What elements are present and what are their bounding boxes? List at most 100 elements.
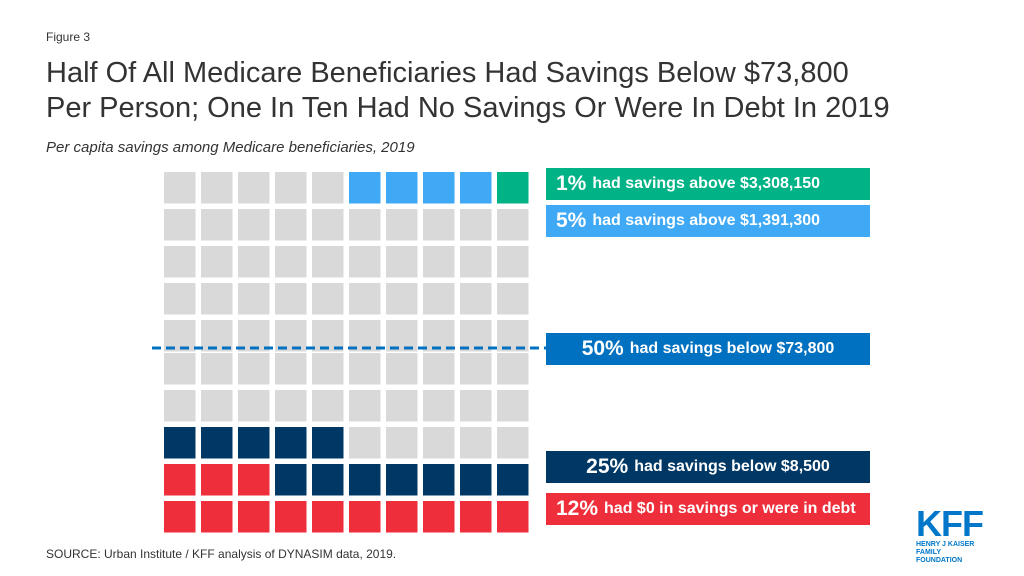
label-top-5pct-text: had savings above $1,391,300 [592, 212, 821, 229]
label-bottom-12pct-text: had $0 in savings or were in debt [604, 500, 856, 517]
waffle-cell-r6-c8 [423, 353, 455, 385]
waffle-cell-r9-c3 [238, 464, 270, 496]
waffle-cell-r6-c9 [460, 353, 492, 385]
waffle-cell-r5-c5 [312, 320, 344, 352]
waffle-cell-r2-c8 [423, 209, 455, 241]
waffle-cell-r7-c4 [275, 390, 307, 422]
waffle-cell-r7-c2 [201, 390, 233, 422]
waffle-cell-r5-c6 [349, 320, 381, 352]
waffle-cell-r1-c7 [386, 172, 418, 204]
waffle-cell-r8-c4 [275, 427, 307, 459]
waffle-cell-r9-c2 [201, 464, 233, 496]
waffle-cell-r9-c7 [386, 464, 418, 496]
waffle-cell-r7-c3 [238, 390, 270, 422]
waffle-cell-r1-c8 [423, 172, 455, 204]
label-bottom-12pct: 12% had $0 in savings or were in debt [546, 493, 870, 525]
source-note: SOURCE: Urban Institute / KFF analysis o… [46, 547, 397, 561]
label-top-5pct: 5% had savings above $1,391,300 [546, 205, 870, 237]
waffle-cell-r4-c2 [201, 283, 233, 315]
waffle-cell-r9-c8 [423, 464, 455, 496]
waffle-cell-r10-c9 [460, 501, 492, 533]
chart-subtitle: Per capita savings among Medicare benefi… [46, 139, 415, 156]
waffle-cell-r10-c7 [386, 501, 418, 533]
waffle-cell-r10-c5 [312, 501, 344, 533]
waffle-cell-r8-c2 [201, 427, 233, 459]
chart-title-line-1: Half Of All Medicare Beneficiaries Had S… [46, 57, 849, 89]
waffle-cell-r8-c6 [349, 427, 381, 459]
waffle-cell-r4-c9 [460, 283, 492, 315]
waffle-cell-r3-c1 [164, 246, 196, 278]
label-top-5pct-value: 5% [556, 209, 587, 232]
label-median-50pct-text: had savings below $73,800 [629, 340, 835, 357]
waffle-cell-r8-c3 [238, 427, 270, 459]
label-bottom-25pct: 25% had savings below $8,500 [546, 451, 870, 483]
waffle-cell-r2-c3 [238, 209, 270, 241]
label-top-1pct-value: 1% [556, 172, 587, 195]
waffle-cell-r10-c4 [275, 501, 307, 533]
waffle-cell-r5-c7 [386, 320, 418, 352]
waffle-cell-r4-c1 [164, 283, 196, 315]
label-top-1pct-text: had savings above $3,308,150 [592, 175, 821, 192]
label-bottom-25pct-value: 25% [586, 455, 629, 478]
kff-logo: KFF HENRY J KAISER FAMILY FOUNDATION [916, 506, 988, 565]
waffle-cell-r1-c10 [497, 172, 529, 204]
waffle-cell-r5-c3 [238, 320, 270, 352]
waffle-cell-r4-c6 [349, 283, 381, 315]
waffle-cell-r4-c8 [423, 283, 455, 315]
waffle-cell-r1-c9 [460, 172, 492, 204]
waffle-cell-r6-c6 [349, 353, 381, 385]
waffle-cell-r3-c5 [312, 246, 344, 278]
waffle-cell-r10-c6 [349, 501, 381, 533]
waffle-cell-r3-c3 [238, 246, 270, 278]
waffle-cell-r8-c1 [164, 427, 196, 459]
waffle-cell-r3-c8 [423, 246, 455, 278]
waffle-cell-r2-c7 [386, 209, 418, 241]
waffle-cell-r3-c2 [201, 246, 233, 278]
waffle-cell-r9-c9 [460, 464, 492, 496]
waffle-cell-r8-c5 [312, 427, 344, 459]
waffle-cell-r3-c10 [497, 246, 529, 278]
waffle-cell-r3-c9 [460, 246, 492, 278]
chart-title: Half Of All Medicare Beneficiaries Had S… [46, 56, 1006, 126]
waffle-cell-r2-c6 [349, 209, 381, 241]
waffle-cell-r10-c3 [238, 501, 270, 533]
figure-label: Figure 3 [46, 30, 91, 44]
waffle-cell-r6-c3 [238, 353, 270, 385]
waffle-cell-r3-c7 [386, 246, 418, 278]
waffle-cell-r7-c8 [423, 390, 455, 422]
waffle-cell-r5-c9 [460, 320, 492, 352]
waffle-cell-r5-c10 [497, 320, 529, 352]
waffle-cell-r1-c5 [312, 172, 344, 204]
waffle-cell-r9-c4 [275, 464, 307, 496]
waffle-cell-r7-c1 [164, 390, 196, 422]
waffle-cell-r2-c9 [460, 209, 492, 241]
waffle-cell-r1-c4 [275, 172, 307, 204]
waffle-cell-r5-c8 [423, 320, 455, 352]
waffle-cell-r6-c10 [497, 353, 529, 385]
waffle-cell-r6-c1 [164, 353, 196, 385]
waffle-cell-r2-c2 [201, 209, 233, 241]
waffle-cell-r7-c9 [460, 390, 492, 422]
waffle-cell-r4-c7 [386, 283, 418, 315]
waffle-cell-r10-c8 [423, 501, 455, 533]
waffle-cell-r6-c4 [275, 353, 307, 385]
waffle-cell-r8-c10 [497, 427, 529, 459]
waffle-cell-r10-c2 [201, 501, 233, 533]
waffle-cell-r1-c6 [349, 172, 381, 204]
waffle-cell-r7-c5 [312, 390, 344, 422]
waffle-cell-r7-c6 [349, 390, 381, 422]
label-median-50pct: 50% had savings below $73,800 [546, 333, 870, 365]
label-median-50pct-value: 50% [581, 337, 624, 360]
waffle-cell-r2-c4 [275, 209, 307, 241]
kff-logo-line-1: HENRY J KAISER [916, 541, 975, 548]
waffle-cell-r7-c10 [497, 390, 529, 422]
waffle-cell-r6-c2 [201, 353, 233, 385]
waffle-cell-r9-c10 [497, 464, 529, 496]
waffle-cell-r3-c6 [349, 246, 381, 278]
waffle-cell-r7-c7 [386, 390, 418, 422]
waffle-cell-r9-c1 [164, 464, 196, 496]
label-bottom-12pct-value: 12% [556, 497, 599, 520]
label-bottom-25pct-text: had savings below $8,500 [634, 458, 830, 475]
chart-title-line-2: Per Person; One In Ten Had No Savings Or… [46, 92, 890, 124]
